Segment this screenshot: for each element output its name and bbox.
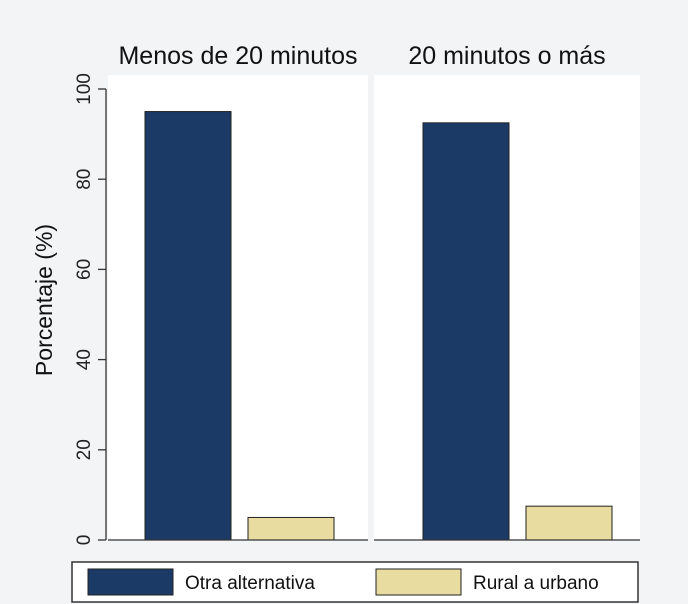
legend-label-otra-alternativa: Otra alternativa	[185, 573, 315, 594]
panel-title-right: 20 minutos o más	[408, 42, 605, 70]
y-tick-label: 0	[74, 535, 95, 546]
y-tick-label: 60	[74, 259, 95, 280]
legend-label-rural-a-urbano: Rural a urbano	[473, 573, 599, 594]
y-axis: 0 20 40 60 80 100	[74, 73, 107, 546]
y-tick-label: 100	[74, 73, 95, 105]
bar-rural-a-urbano-panel-2	[525, 505, 613, 541]
y-tick-label: 80	[74, 169, 95, 190]
y-tick-label: 40	[74, 349, 95, 370]
bar-otra-alternativa-panel-1	[144, 111, 232, 541]
legend-swatch-otra-alternativa	[87, 568, 174, 596]
legend-swatch-rural-a-urbano	[375, 568, 462, 596]
legend: Otra alternativa Rural a urbano	[71, 561, 639, 603]
bar-otra-alternativa-panel-2	[422, 122, 510, 541]
y-axis-label: Porcentaje (%)	[31, 224, 57, 376]
bars	[144, 111, 613, 541]
y-tick-label: 20	[74, 439, 95, 460]
panel-title-left: Menos de 20 minutos	[118, 42, 357, 70]
bar-rural-a-urbano-panel-1	[247, 516, 335, 541]
